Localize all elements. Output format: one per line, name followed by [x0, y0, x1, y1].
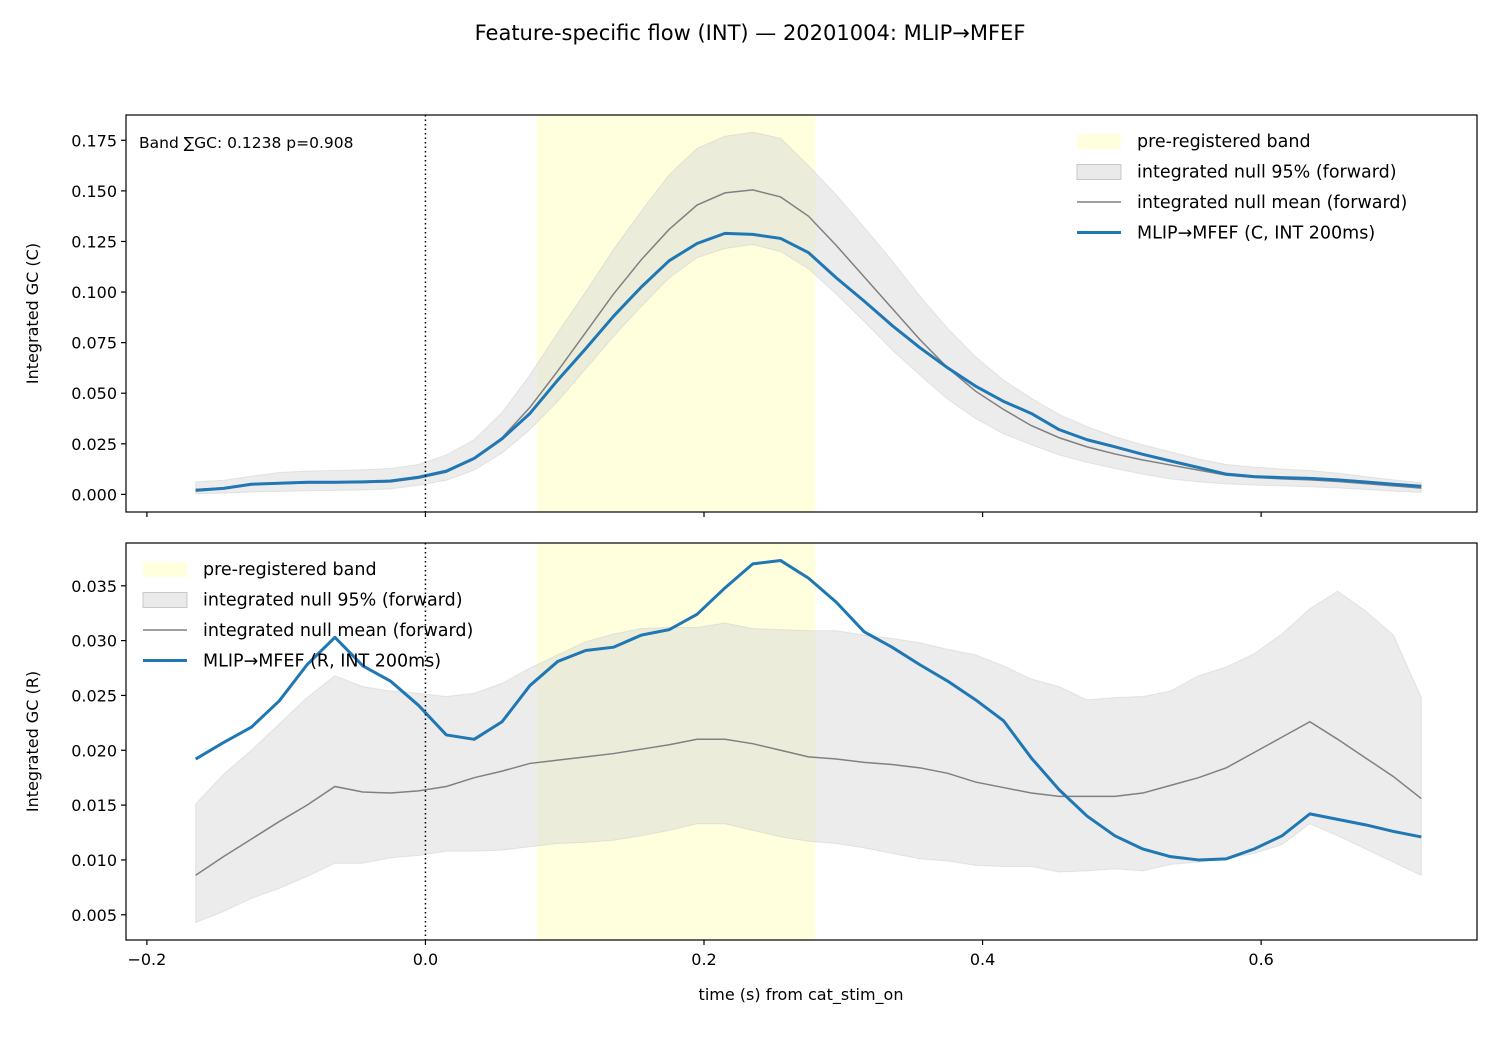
legend-null-fill-swatch: [142, 592, 188, 608]
legend-band-label: pre-registered band: [203, 560, 377, 580]
y-tick-label: 0.030: [71, 632, 117, 651]
y-tick-label: 0.075: [71, 334, 117, 353]
y-tick-label: 0.020: [71, 741, 117, 760]
series-line: [194, 559, 1422, 862]
series-line: [195, 231, 1422, 492]
legend: pre-registered band integrated null 95% (…: [1076, 132, 1407, 244]
y-tick-label: 0.015: [71, 796, 117, 815]
x-tick-label: 0.0: [413, 950, 438, 969]
plot-area: [194, 543, 1422, 940]
y-tick-label: 0.125: [71, 232, 117, 251]
legend-band-swatch: [1077, 134, 1121, 149]
plot-area: [195, 115, 1422, 512]
y-tick-label: 0.035: [71, 577, 117, 596]
x-tick-label: 0.2: [691, 950, 716, 969]
legend-band-swatch: [143, 562, 187, 577]
y-tick-label: 0.000: [71, 485, 117, 504]
y-axis-label: Integrated GC (R): [23, 671, 42, 812]
panel-top: 0.000 0.025 0.050 0.075 0.100 0.125 0.150 0.175…: [23, 114, 1478, 517]
legend-series-label: MLIP→MFEF (C, INT 200ms): [1137, 224, 1375, 244]
legend-null-fill-label: integrated null 95% (forward): [203, 591, 463, 611]
y-tick-label: 0.100: [71, 283, 117, 302]
x-tick-label: 0.6: [1248, 950, 1273, 969]
x-axis-label: time (s) from cat_stim_on: [699, 985, 904, 1005]
axes-frame: [125, 114, 1478, 513]
axes-frame: [125, 542, 1478, 941]
y-tick-label: 0.025: [71, 686, 117, 705]
legend-null-fill-label: integrated null 95% (forward): [1137, 163, 1397, 183]
legend-series-label: MLIP→MFEF (R, INT 200ms): [203, 652, 441, 672]
panel-bottom: 0.005 0.010 0.015 0.020 0.025 0.030 0.035 −0.2 0…: [23, 542, 1478, 969]
null-mean-line: [195, 720, 1422, 876]
y-tick-label: 0.050: [71, 384, 117, 403]
y-axis-label: Integrated GC (C): [23, 243, 42, 384]
x-tick-label: −0.2: [127, 950, 166, 969]
legend: pre-registered band integrated null 95% (…: [142, 560, 473, 672]
legend-band-label: pre-registered band: [1137, 132, 1311, 152]
x-tick-label: 0.4: [970, 950, 995, 969]
y-tick-label: 0.005: [71, 906, 117, 925]
y-tick-label: 0.175: [71, 131, 117, 150]
null-95-fill: [195, 131, 1422, 495]
figure-title: Feature-specific flow (INT) — 20201004: …: [475, 21, 1026, 45]
band-sum-annotation: Band ∑GC: 0.1238 p=0.908: [139, 134, 354, 152]
legend-null-mean-label: integrated null mean (forward): [1137, 193, 1407, 213]
y-tick-label: 0.010: [71, 851, 117, 870]
y-tick-label: 0.025: [71, 435, 117, 454]
y-tick-label: 0.150: [71, 182, 117, 201]
legend-null-mean-label: integrated null mean (forward): [203, 621, 473, 641]
legend-null-fill-swatch: [1076, 164, 1122, 180]
